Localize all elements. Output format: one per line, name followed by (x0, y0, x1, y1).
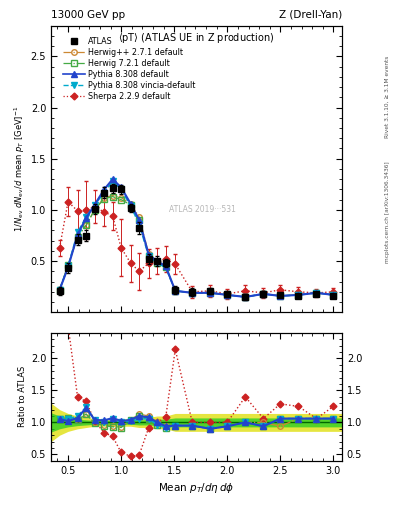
Legend: ATLAS, Herwig++ 2.7.1 default, Herwig 7.2.1 default, Pythia 8.308 default, Pythi: ATLAS, Herwig++ 2.7.1 default, Herwig 7.… (61, 35, 197, 102)
Y-axis label: Ratio to ATLAS: Ratio to ATLAS (18, 366, 27, 428)
Text: 13000 GeV pp: 13000 GeV pp (51, 10, 125, 20)
Y-axis label: $1/N_\mathrm{ev}$ $dN_\mathrm{ev}/d$ mean $p_T$ [GeV]$^{-1}$: $1/N_\mathrm{ev}$ $dN_\mathrm{ev}/d$ mea… (12, 106, 27, 232)
X-axis label: Mean $p_T/d\eta\,d\phi$: Mean $p_T/d\eta\,d\phi$ (158, 481, 235, 495)
Text: $\langle$pT$\rangle$ (ATLAS UE in Z production): $\langle$pT$\rangle$ (ATLAS UE in Z prod… (118, 31, 275, 46)
Text: ATLAS 2019···531: ATLAS 2019···531 (169, 205, 236, 214)
Text: mcplots.cern.ch [arXiv:1306.3436]: mcplots.cern.ch [arXiv:1306.3436] (385, 161, 389, 263)
Text: Z (Drell-Yan): Z (Drell-Yan) (279, 10, 342, 20)
Text: Rivet 3.1.10, ≥ 3.1M events: Rivet 3.1.10, ≥ 3.1M events (385, 56, 389, 138)
